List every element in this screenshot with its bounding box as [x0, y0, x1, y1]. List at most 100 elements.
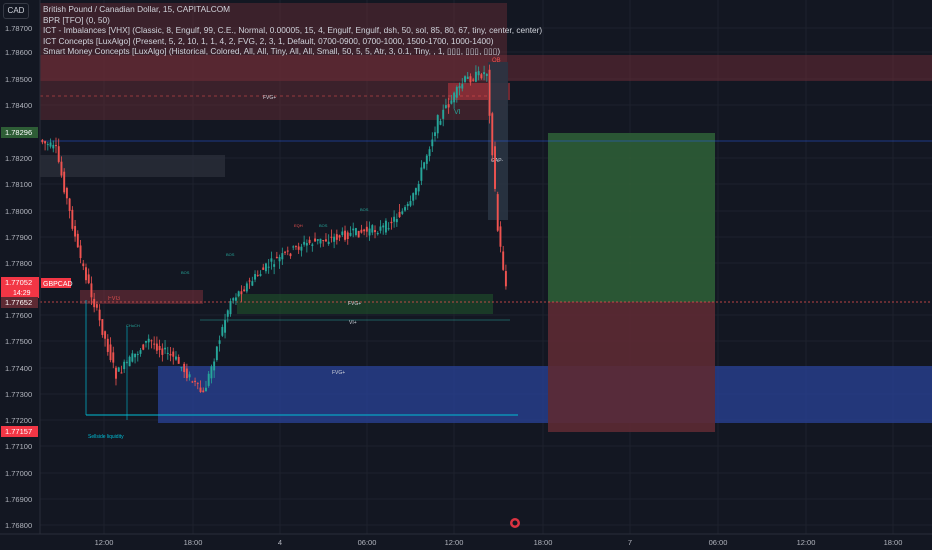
candle-body [251, 281, 254, 286]
legend-indicator-ict-concepts[interactable]: ICT Concepts [LuxAlgo] (Present, 5, 2, 1… [43, 35, 494, 46]
legend-title[interactable]: British Pound / Canadian Dollar, 15, CAP… [43, 4, 231, 14]
candle-body [483, 72, 486, 75]
candle-body [196, 382, 199, 384]
candle-body [98, 309, 101, 321]
candle-body [434, 132, 436, 136]
scroll-to-realtime-icon[interactable] [510, 518, 520, 528]
candle-body [183, 363, 186, 373]
candle-body [153, 343, 156, 345]
candle-body [177, 357, 180, 364]
current-price-tag [1, 277, 39, 298]
candle-body [292, 246, 295, 248]
price-tick-label: 1.77300 [5, 390, 32, 399]
candle-body [85, 267, 87, 281]
candle-body [215, 346, 218, 361]
candle-body [431, 139, 434, 147]
candle-body [455, 87, 458, 98]
candle-body [63, 171, 66, 193]
candle-body [224, 320, 227, 333]
candle-body [297, 246, 300, 250]
candle-body [382, 225, 385, 228]
candle-body [55, 145, 57, 147]
legend-indicator-imbalances[interactable]: ICT - Imbalances [VHX] (Classic, 8, Engu… [43, 25, 543, 36]
candle-body [120, 372, 123, 374]
resistance-zone-top [40, 3, 507, 120]
candle-body [117, 367, 120, 372]
symbol-button[interactable]: CAD [3, 3, 29, 19]
candle-body [395, 218, 398, 223]
candle-body [76, 233, 79, 248]
candle-body [49, 142, 52, 147]
candle-body [494, 146, 496, 189]
candle-body [284, 251, 287, 253]
candle-body [145, 340, 147, 343]
candle-body [256, 274, 259, 276]
candle-body [254, 274, 257, 280]
time-tick-label: 06:00 [709, 538, 728, 547]
candle-body [202, 390, 205, 393]
candle-body [371, 225, 374, 233]
candle-body [485, 73, 488, 76]
candle-body [458, 86, 461, 89]
candle-body [68, 198, 71, 212]
legend-indicator-bpr[interactable]: BPR [TFO] (0, 50) [43, 14, 110, 25]
candle-body [82, 263, 85, 267]
candle-body [387, 228, 390, 230]
choch-label: CHoCH [126, 323, 140, 328]
vi-plus-label: VI+ [349, 320, 357, 326]
candle-body [504, 271, 507, 287]
candle-body [393, 216, 396, 222]
position-profit-zone[interactable] [548, 133, 715, 302]
candlestick-series [41, 64, 507, 393]
candle-body [101, 319, 104, 335]
candle-body [352, 228, 355, 231]
candle-body [338, 235, 341, 238]
candle-body [259, 274, 262, 276]
candle-body [104, 331, 107, 339]
candle-body [439, 120, 442, 125]
candle-body [90, 283, 93, 298]
candle-body [115, 367, 117, 379]
candle-body [374, 230, 376, 233]
price-tick-label: 1.78500 [5, 75, 32, 84]
bos-label-4: BOS [360, 207, 369, 212]
candle-body [93, 298, 96, 308]
time-tick-label: 12:00 [445, 538, 464, 547]
candle-body [333, 236, 336, 242]
time-tick-label: 18:00 [184, 538, 203, 547]
candle-body [273, 264, 276, 267]
candle-body [314, 238, 317, 242]
bos-label-3: BOS [319, 223, 328, 228]
candle-body [237, 291, 240, 297]
time-tick-label: 4 [278, 538, 282, 547]
candle-body [175, 356, 177, 360]
candle-body [496, 194, 499, 231]
candle-body [262, 267, 265, 270]
time-tick-label: 12:00 [95, 538, 114, 547]
eqh-label: EQH [294, 223, 303, 228]
candle-body [480, 74, 483, 79]
time-tick-label: 18:00 [534, 538, 553, 547]
candle-body [281, 253, 284, 260]
price-tick-label: 1.76800 [5, 521, 32, 530]
time-tick-label: 06:00 [358, 538, 377, 547]
price-tick-label: 1.78100 [5, 180, 32, 189]
candle-body [346, 232, 349, 239]
gap-label: GAP- [491, 158, 504, 164]
candle-body [65, 187, 68, 199]
price-tick-label: 1.78700 [5, 24, 32, 33]
stop-price-tag [1, 426, 38, 437]
time-scale[interactable]: 12:00 18:00 4 06:00 12:00 18:00 7 06:00 12:00 18:… [0, 533, 932, 550]
price-scale[interactable]: 1.78700 1.78600 1.78500 1.78400 1.78200 1.781… [0, 0, 73, 550]
candle-body [324, 239, 327, 242]
legend-indicator-smc[interactable]: Smart Money Concepts [LuxAlgo] (Historic… [43, 46, 501, 57]
price-tick-label: 1.78200 [5, 154, 32, 163]
candle-body [264, 263, 267, 272]
candle-body [376, 232, 379, 235]
candle-body [436, 115, 439, 134]
candle-body [294, 246, 297, 248]
candle-body [344, 230, 346, 240]
candle-body [477, 71, 480, 76]
position-loss-zone[interactable] [548, 302, 715, 432]
